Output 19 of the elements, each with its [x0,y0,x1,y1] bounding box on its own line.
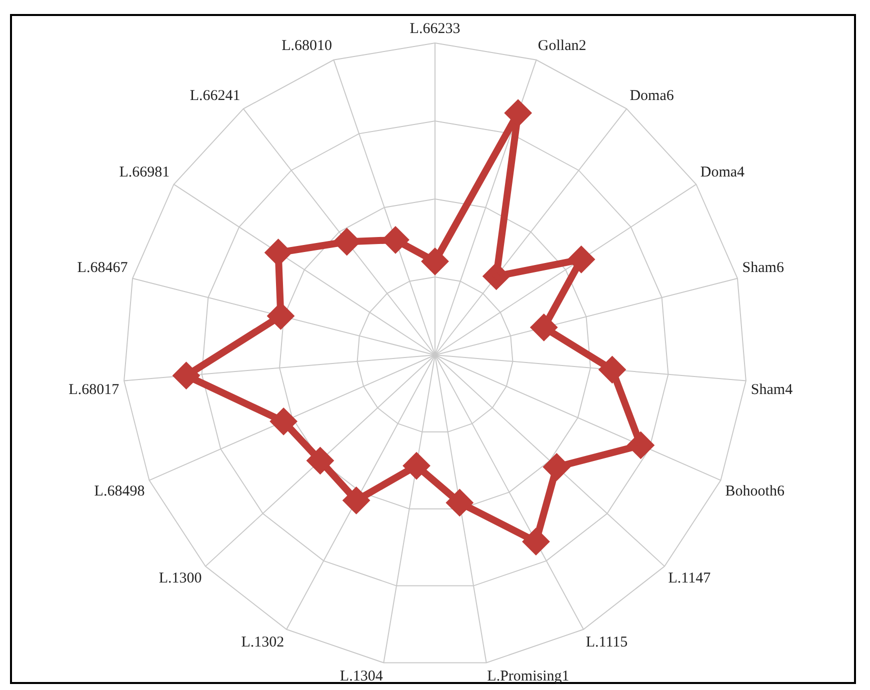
spoke-label: L.68467 [77,260,128,276]
spoke-label: L.66981 [119,164,170,181]
spoke-label: L.1302 [241,634,284,651]
spoke-label: Gollan2 [538,38,586,54]
spoke-label: L.66233 [410,20,460,37]
spoke-label: L.1147 [668,570,712,587]
spoke-label: L.68010 [282,38,332,54]
spoke-label: L.Promising1 [487,668,570,685]
spoke-label: Doma6 [630,88,674,104]
spoke-label: L.68498 [94,483,145,500]
spoke-label: L.66241 [190,88,240,104]
spoke-label: L.1304 [340,668,384,685]
spoke-label: Bohooth6 [725,483,785,500]
spoke-label: L.1115 [586,634,628,651]
spoke-label: Doma4 [700,164,746,181]
spoke-label: Sham4 [750,382,794,398]
spoke-label: Sham6 [742,260,784,276]
spoke-label: L.1300 [158,570,202,587]
spoke-label: L.68017 [68,382,120,398]
